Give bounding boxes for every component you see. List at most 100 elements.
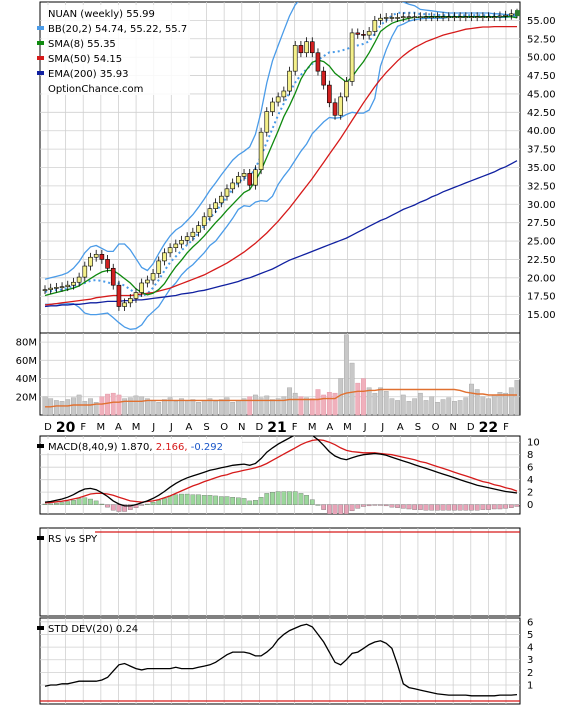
macd-histogram-bar	[190, 494, 196, 505]
volume-average-line	[45, 388, 517, 408]
candle-body	[315, 52, 321, 72]
volume-bar	[287, 387, 292, 416]
volume-bar	[150, 400, 156, 416]
candle-body	[338, 96, 344, 116]
candle-body	[213, 202, 218, 209]
candle-body	[287, 70, 292, 92]
candle-body	[76, 276, 82, 283]
volume-bar	[275, 398, 281, 416]
x-tick-label: D	[44, 422, 52, 433]
macd-histogram-bar	[508, 504, 514, 508]
macd-histogram-bar	[184, 493, 190, 505]
x-tick-label: J	[151, 422, 155, 433]
macd-histogram-bar	[361, 504, 366, 507]
x-tick-label: D	[467, 422, 475, 433]
candle-body	[509, 13, 514, 16]
candle-body	[309, 41, 315, 54]
candle-body	[179, 240, 184, 245]
price-axis-tick-label: 37.50	[527, 145, 556, 156]
volume-bar	[497, 392, 503, 416]
candle-body	[145, 279, 150, 284]
volume-bar	[213, 401, 219, 416]
macd-histogram-bar	[497, 504, 503, 510]
rs-panel: RS vs SPY	[37, 527, 521, 617]
macd-histogram-bar	[224, 496, 230, 505]
candle-body	[162, 252, 167, 262]
bb-mid-line	[44, 11, 517, 298]
price-axis-tick-label: 27.50	[527, 218, 556, 229]
macd-axis-tick-label: 0	[527, 500, 533, 511]
volume-axis-tick-label: 40M	[16, 374, 37, 385]
volume-bar	[389, 398, 395, 416]
volume-bar	[253, 394, 258, 416]
candle-body	[122, 302, 127, 307]
candle-body	[54, 287, 59, 289]
price-panel: 15.00 17.50 20.00 22.50 25.00 27.50 30.00 32.50…	[37, 1, 556, 334]
volume-bar	[230, 402, 236, 416]
x-tick-label: A	[115, 422, 122, 433]
volume-bar	[469, 383, 474, 416]
candle-body	[275, 96, 281, 103]
volume-bar	[264, 395, 270, 416]
legend-entry: BB(20,2) 54.74, 55.22, 55.7	[48, 24, 187, 35]
macd-histogram-bar	[457, 504, 463, 511]
candle-body	[264, 111, 270, 133]
macd-histogram-bar	[406, 504, 412, 510]
macd-histogram-bar	[287, 491, 292, 505]
price-axis-tick-label: 35.00	[527, 163, 556, 174]
volume-bar	[156, 402, 162, 416]
candle-body	[361, 34, 366, 36]
macd-histogram-bar	[54, 502, 59, 505]
macd-histogram-bar	[474, 504, 480, 511]
volume-bar	[258, 397, 264, 416]
macd-hist-value: -0.292	[191, 442, 223, 453]
legend-bg	[42, 5, 190, 95]
std-axis-tick-label: 1	[527, 681, 533, 692]
legend-entry: SMA(50) 54.15	[48, 54, 122, 65]
candle-body	[156, 260, 162, 274]
macd-histogram-bar	[93, 500, 99, 505]
macd-histogram-bar	[304, 495, 309, 505]
candle-body	[128, 298, 133, 304]
std-axis-tick-label: 2	[527, 668, 533, 679]
x-axis: D 20 F M A M J J A S O N D 21 F M A M J J A S O N D 22 F	[44, 420, 509, 436]
macd-histogram-bar	[230, 497, 236, 505]
x-tick-label: A	[397, 422, 404, 433]
macd-histogram-bar	[417, 504, 423, 510]
candle-body	[344, 81, 349, 98]
candle-body	[196, 225, 201, 233]
candle-body	[298, 45, 304, 54]
candle-body	[440, 16, 446, 19]
x-tick-label: J	[380, 422, 384, 433]
volume-bar	[491, 394, 497, 416]
candle-body	[173, 243, 179, 248]
candle-body	[42, 289, 48, 291]
volume-bar	[503, 392, 509, 416]
candle-body	[218, 195, 224, 204]
candle-body	[446, 16, 452, 19]
volume-bar	[53, 400, 59, 416]
legend-swatch	[37, 41, 44, 45]
candle-body	[412, 16, 417, 19]
volume-bar	[383, 391, 389, 416]
std-plot-area	[39, 617, 521, 705]
price-axis-tick-label: 55.00	[527, 16, 556, 27]
candle-body	[71, 281, 76, 286]
macd-histogram-bar	[139, 504, 145, 506]
price-series	[42, 2, 520, 330]
volume-bar	[196, 402, 201, 416]
macd-histogram-bar	[514, 504, 520, 507]
macd-histogram-bar	[423, 504, 429, 511]
volume-bar	[190, 399, 196, 416]
candle-body	[418, 16, 423, 19]
candle-body	[139, 282, 144, 293]
macd-histogram-bar	[338, 504, 344, 514]
legend-entry: OptionChance.com	[48, 84, 143, 95]
volume-bar	[315, 389, 321, 416]
std-axis-tick-label: 4	[527, 643, 533, 654]
volume-bar	[179, 398, 184, 416]
macd-histogram-bar	[378, 504, 383, 506]
macd-histogram-bar	[99, 503, 105, 505]
macd-histogram-bar	[88, 498, 93, 505]
candle-body	[389, 17, 395, 19]
